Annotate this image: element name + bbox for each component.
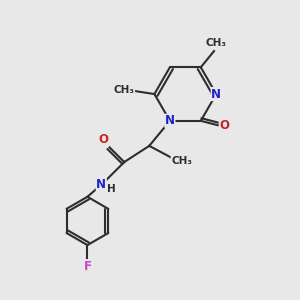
Text: F: F [83, 260, 92, 273]
Text: N: N [96, 178, 106, 190]
Text: O: O [98, 134, 108, 146]
Text: H: H [107, 184, 116, 194]
Text: N: N [165, 114, 175, 127]
Text: CH₃: CH₃ [205, 38, 226, 48]
Text: N: N [211, 88, 221, 100]
Text: O: O [219, 119, 229, 132]
Text: CH₃: CH₃ [114, 85, 135, 94]
Text: CH₃: CH₃ [171, 156, 192, 166]
